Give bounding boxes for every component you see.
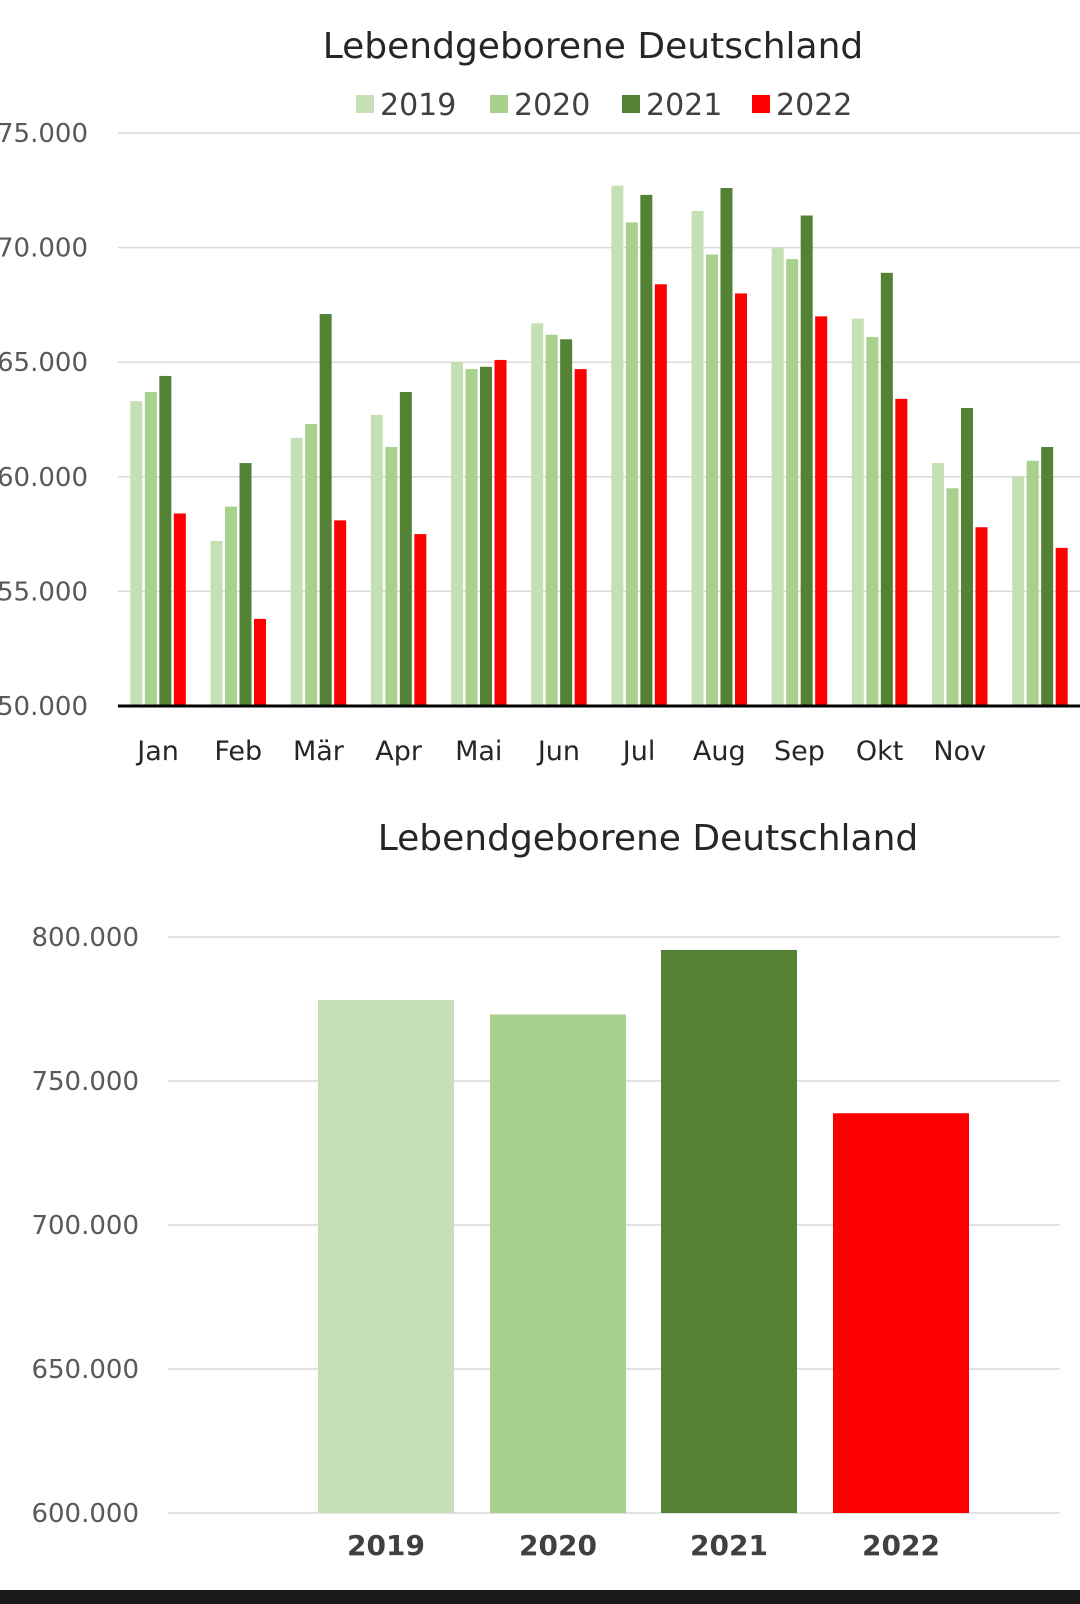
- y-tick-label: 750.000: [31, 1067, 139, 1097]
- legend-swatch: [490, 95, 508, 113]
- x-tick-label: 2019: [347, 1529, 425, 1562]
- bar-2021: [319, 314, 332, 706]
- bar-2022: [833, 1113, 969, 1513]
- bar-2021: [480, 366, 492, 706]
- x-tick-label: Mai: [455, 736, 502, 767]
- bar-2020: [1026, 460, 1039, 706]
- bar-2019: [932, 463, 944, 706]
- x-tick-label: Jun: [536, 736, 580, 767]
- bar-2019: [210, 540, 223, 706]
- y-tick-label: 50.000: [0, 692, 88, 722]
- annual-births-chart: Lebendgeborene Deutschland 600.000 650.00…: [31, 818, 1060, 1562]
- x-tick-label: Feb: [214, 736, 262, 767]
- y-tick-label: 800.000: [31, 923, 139, 953]
- bar-2021: [1041, 447, 1054, 706]
- bar-2019: [691, 210, 704, 707]
- legend-swatch: [356, 95, 374, 113]
- bar-2019: [130, 401, 143, 706]
- x-tick-label: Jan: [135, 736, 179, 767]
- legend-label: 2021: [646, 88, 722, 123]
- bar-2022: [254, 618, 266, 706]
- chart-title: Lebendgeborene Deutschland: [323, 26, 864, 67]
- y-tick-label: 55.000: [0, 577, 88, 607]
- bar-2022: [815, 316, 828, 706]
- bars: [130, 185, 1068, 707]
- x-axis-ticks: 2019 2020 2021 2022: [347, 1529, 940, 1562]
- bar-2019: [851, 318, 864, 706]
- legend-swatch: [752, 95, 770, 113]
- legend-swatch: [622, 95, 640, 113]
- bar-2022: [654, 284, 667, 706]
- bar-2020: [706, 254, 718, 706]
- bar-2019: [531, 323, 544, 706]
- bar-2020: [946, 488, 959, 706]
- bar-2020: [545, 334, 558, 706]
- gridlines: [118, 132, 1080, 593]
- bar-2022: [334, 520, 347, 706]
- bar-2020: [225, 506, 237, 706]
- chart-title: Lebendgeborene Deutschland: [378, 818, 919, 859]
- bar-2022: [414, 534, 427, 706]
- bar-2019: [290, 437, 303, 706]
- y-axis-ticks: 50.000 55.000 60.000 65.000 70.000 75.000: [0, 119, 88, 722]
- bar-2019: [1012, 476, 1025, 706]
- x-axis-ticks: Jan Feb Mär Apr Mai Jun Jul Aug Sep Okt Nov: [135, 736, 986, 767]
- monthly-births-chart: Lebendgeborene Deutschland 2019 2020 2021 2…: [0, 26, 1080, 767]
- bar-2022: [895, 398, 908, 706]
- bar-2019: [771, 247, 784, 706]
- bar-2021: [880, 272, 893, 706]
- y-axis-ticks: 600.000 650.000 700.000 750.000 800.000: [31, 923, 139, 1529]
- y-tick-label: 600.000: [31, 1499, 139, 1529]
- x-tick-label: Jul: [621, 736, 656, 767]
- x-tick-label: Nov: [933, 736, 986, 767]
- bar-2019: [611, 185, 624, 706]
- bar-2021: [399, 391, 412, 706]
- bar-2022: [494, 359, 507, 706]
- bottom-border: [0, 1590, 1080, 1604]
- bar-2021: [800, 215, 813, 706]
- x-tick-label: Apr: [375, 736, 423, 767]
- y-tick-label: 70.000: [0, 234, 88, 264]
- legend-label: 2022: [776, 88, 852, 123]
- y-tick-label: 700.000: [31, 1211, 139, 1241]
- bar-2021: [661, 949, 797, 1513]
- bar-2022: [1055, 547, 1068, 706]
- x-tick-label: Okt: [856, 736, 903, 767]
- bar-2020: [866, 336, 879, 706]
- bar-2020: [490, 1014, 626, 1513]
- x-tick-label: Mär: [293, 736, 345, 767]
- y-tick-label: 75.000: [0, 119, 88, 149]
- y-tick-label: 60.000: [0, 463, 88, 493]
- y-tick-label: 650.000: [31, 1355, 139, 1385]
- bar-2022: [975, 527, 988, 706]
- bar-2020: [385, 447, 398, 706]
- x-tick-label: Aug: [693, 736, 746, 767]
- bar-2019: [451, 362, 463, 706]
- bar-2021: [961, 408, 973, 706]
- bar-2022: [735, 293, 747, 706]
- bar-2022: [173, 513, 186, 706]
- bar-2019: [370, 414, 383, 706]
- bars: [318, 949, 969, 1513]
- bar-2020: [144, 391, 157, 706]
- bar-2020: [786, 259, 799, 706]
- x-tick-label: Sep: [774, 736, 825, 767]
- bar-2020: [625, 222, 638, 706]
- x-tick-label: 2021: [690, 1529, 768, 1562]
- bar-2021: [720, 188, 733, 706]
- legend-label: 2019: [380, 88, 456, 123]
- chart-legend: 2019 2020 2021 2022: [356, 88, 852, 123]
- y-tick-label: 65.000: [0, 348, 88, 378]
- bar-2020: [465, 369, 478, 706]
- bar-2021: [640, 194, 653, 706]
- x-tick-label: 2022: [862, 1529, 940, 1562]
- bar-2019: [318, 1000, 454, 1513]
- bar-2020: [305, 424, 318, 706]
- x-tick-label: 2020: [519, 1529, 597, 1562]
- bar-2021: [239, 463, 252, 706]
- bar-2022: [574, 369, 587, 706]
- legend-label: 2020: [514, 88, 590, 123]
- bar-2021: [560, 339, 573, 706]
- bar-2021: [159, 375, 172, 706]
